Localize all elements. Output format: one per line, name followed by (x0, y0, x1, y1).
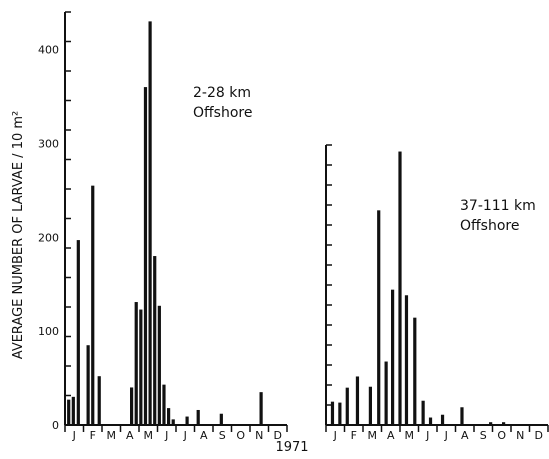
y-tick-label: 300 (38, 137, 59, 150)
annotation-line-1: 37-111 km (460, 198, 536, 214)
bar (153, 256, 157, 425)
x-tick-label: M (405, 429, 415, 442)
annotation-line-2: Offshore (460, 218, 519, 234)
year-label: 1971 (275, 440, 308, 455)
y-tick-label: 400 (38, 44, 59, 57)
y-tick-label: 100 (38, 325, 59, 338)
bar (196, 409, 200, 425)
bar (460, 407, 464, 425)
bar (171, 419, 175, 425)
x-tick-label: J (183, 429, 187, 442)
x-tick-label: S (219, 429, 226, 442)
x-tick-label: O (497, 429, 506, 442)
bar (398, 151, 402, 426)
bar (355, 376, 360, 425)
bar (71, 396, 75, 425)
x-tick-label: M (368, 429, 378, 442)
bar (162, 384, 166, 425)
bar (330, 401, 335, 425)
x-tick-label: J (333, 429, 337, 442)
bar (97, 376, 101, 425)
bar (219, 413, 223, 425)
bar (185, 416, 189, 425)
bar (413, 317, 417, 425)
y-axis-title: AVERAGE NUMBER OF LARVAE / 10 m² (11, 111, 26, 359)
x-tick-label: F (351, 429, 357, 442)
y-tick-label: 200 (38, 231, 59, 244)
bar (91, 185, 95, 425)
x-tick-label: N (516, 429, 524, 442)
x-tick-label: J (72, 429, 76, 442)
bar (157, 305, 161, 425)
x-tick-label: A (461, 429, 469, 442)
bar (148, 21, 152, 426)
bar (368, 386, 372, 425)
x-tick-label: M (144, 429, 154, 442)
x-tick-label: N (255, 429, 263, 442)
y-tick-label: 0 (52, 419, 59, 432)
bar (130, 387, 134, 425)
bar (502, 422, 506, 425)
bar (391, 289, 395, 425)
bar (384, 361, 388, 425)
bar (428, 417, 433, 425)
bar (345, 387, 349, 425)
x-tick-label: D (535, 429, 543, 442)
bar (139, 309, 143, 425)
x-tick-label: A (126, 429, 134, 442)
bar (76, 240, 80, 425)
bar (421, 400, 425, 425)
bar (167, 408, 171, 425)
x-tick-label: A (387, 429, 395, 442)
bar (259, 392, 263, 425)
annotation-line-1: 2-28 km (193, 85, 251, 101)
x-tick-label: J (444, 429, 448, 442)
x-tick-label: S (480, 429, 487, 442)
x-tick-label: M (107, 429, 117, 442)
x-tick-label: D (274, 429, 282, 442)
bar (404, 295, 409, 425)
x-tick-label: J (164, 429, 168, 442)
bar (489, 422, 493, 425)
x-tick-label: O (236, 429, 245, 442)
bar (67, 399, 71, 425)
bar (338, 402, 342, 425)
x-tick-label: J (425, 429, 429, 442)
annotation-line-2: Offshore (193, 105, 252, 121)
bar (134, 302, 138, 425)
x-tick-label: F (90, 429, 96, 442)
bar (86, 345, 90, 425)
bar (440, 414, 445, 425)
bar (377, 210, 381, 425)
bar (143, 87, 148, 425)
x-tick-label: A (200, 429, 208, 442)
